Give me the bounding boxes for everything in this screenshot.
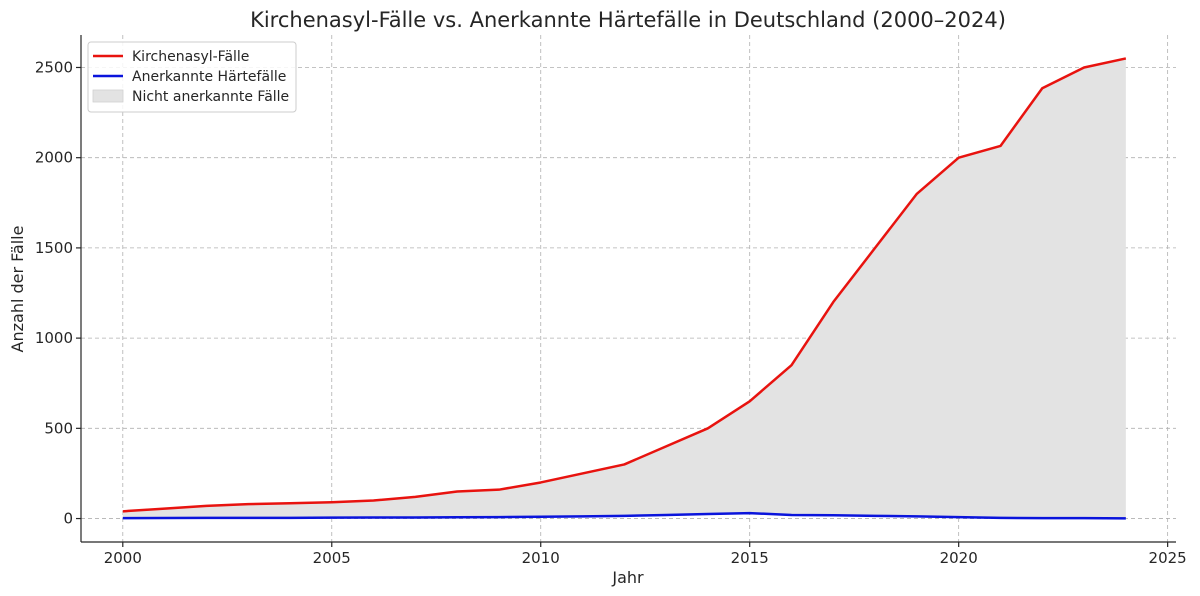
y-tick-label-3: 1500	[35, 239, 73, 257]
x-axis-label: Jahr	[611, 568, 644, 587]
axes	[80, 35, 1176, 543]
legend-box	[87, 41, 297, 113]
y-tick-label-0: 0	[63, 510, 73, 528]
fill-area-nicht-anerkannt	[122, 58, 1126, 519]
x-tick-label-1: 2005	[313, 549, 351, 567]
chart-title: Kirchenasyl-Fälle vs. Anerkannte Härtefä…	[250, 8, 1006, 32]
legend-entry-haertefaelle-label: Anerkannte Härtefälle	[132, 69, 286, 85]
tick-labels: 2000 2005 2010 2015 2020 2025 0 500 1000 1500 2000…	[35, 58, 1187, 567]
legend-entry-kirchenasyl-label: Kirchenasyl-Fälle	[132, 49, 249, 65]
y-axis-label: Anzahl der Fälle	[8, 226, 27, 353]
y-tick-label-4: 2000	[35, 149, 73, 167]
series-line-0	[122, 57, 1127, 513]
legend-entry-nicht-anerkannt-label: Nicht anerkannte Fälle	[132, 89, 289, 105]
fill-area-layer	[122, 58, 1126, 519]
x-tick-label-5: 2025	[1149, 549, 1187, 567]
series-line-1	[122, 511, 1126, 520]
legend: Kirchenasyl-Fälle Anerkannte Härtefälle Ni…	[87, 41, 297, 113]
y-tick-label-5: 2500	[35, 58, 73, 76]
x-tick-label-3: 2015	[731, 549, 769, 567]
x-tick-label-0: 2000	[104, 549, 142, 567]
legend-entry-nicht-anerkannt-swatch	[92, 89, 124, 103]
series-lines	[122, 57, 1127, 520]
x-tick-label-4: 2020	[940, 549, 978, 567]
y-tick-label-1: 500	[44, 419, 73, 437]
x-tick-label-2: 2010	[522, 549, 560, 567]
y-tick-label-2: 1000	[35, 329, 73, 347]
